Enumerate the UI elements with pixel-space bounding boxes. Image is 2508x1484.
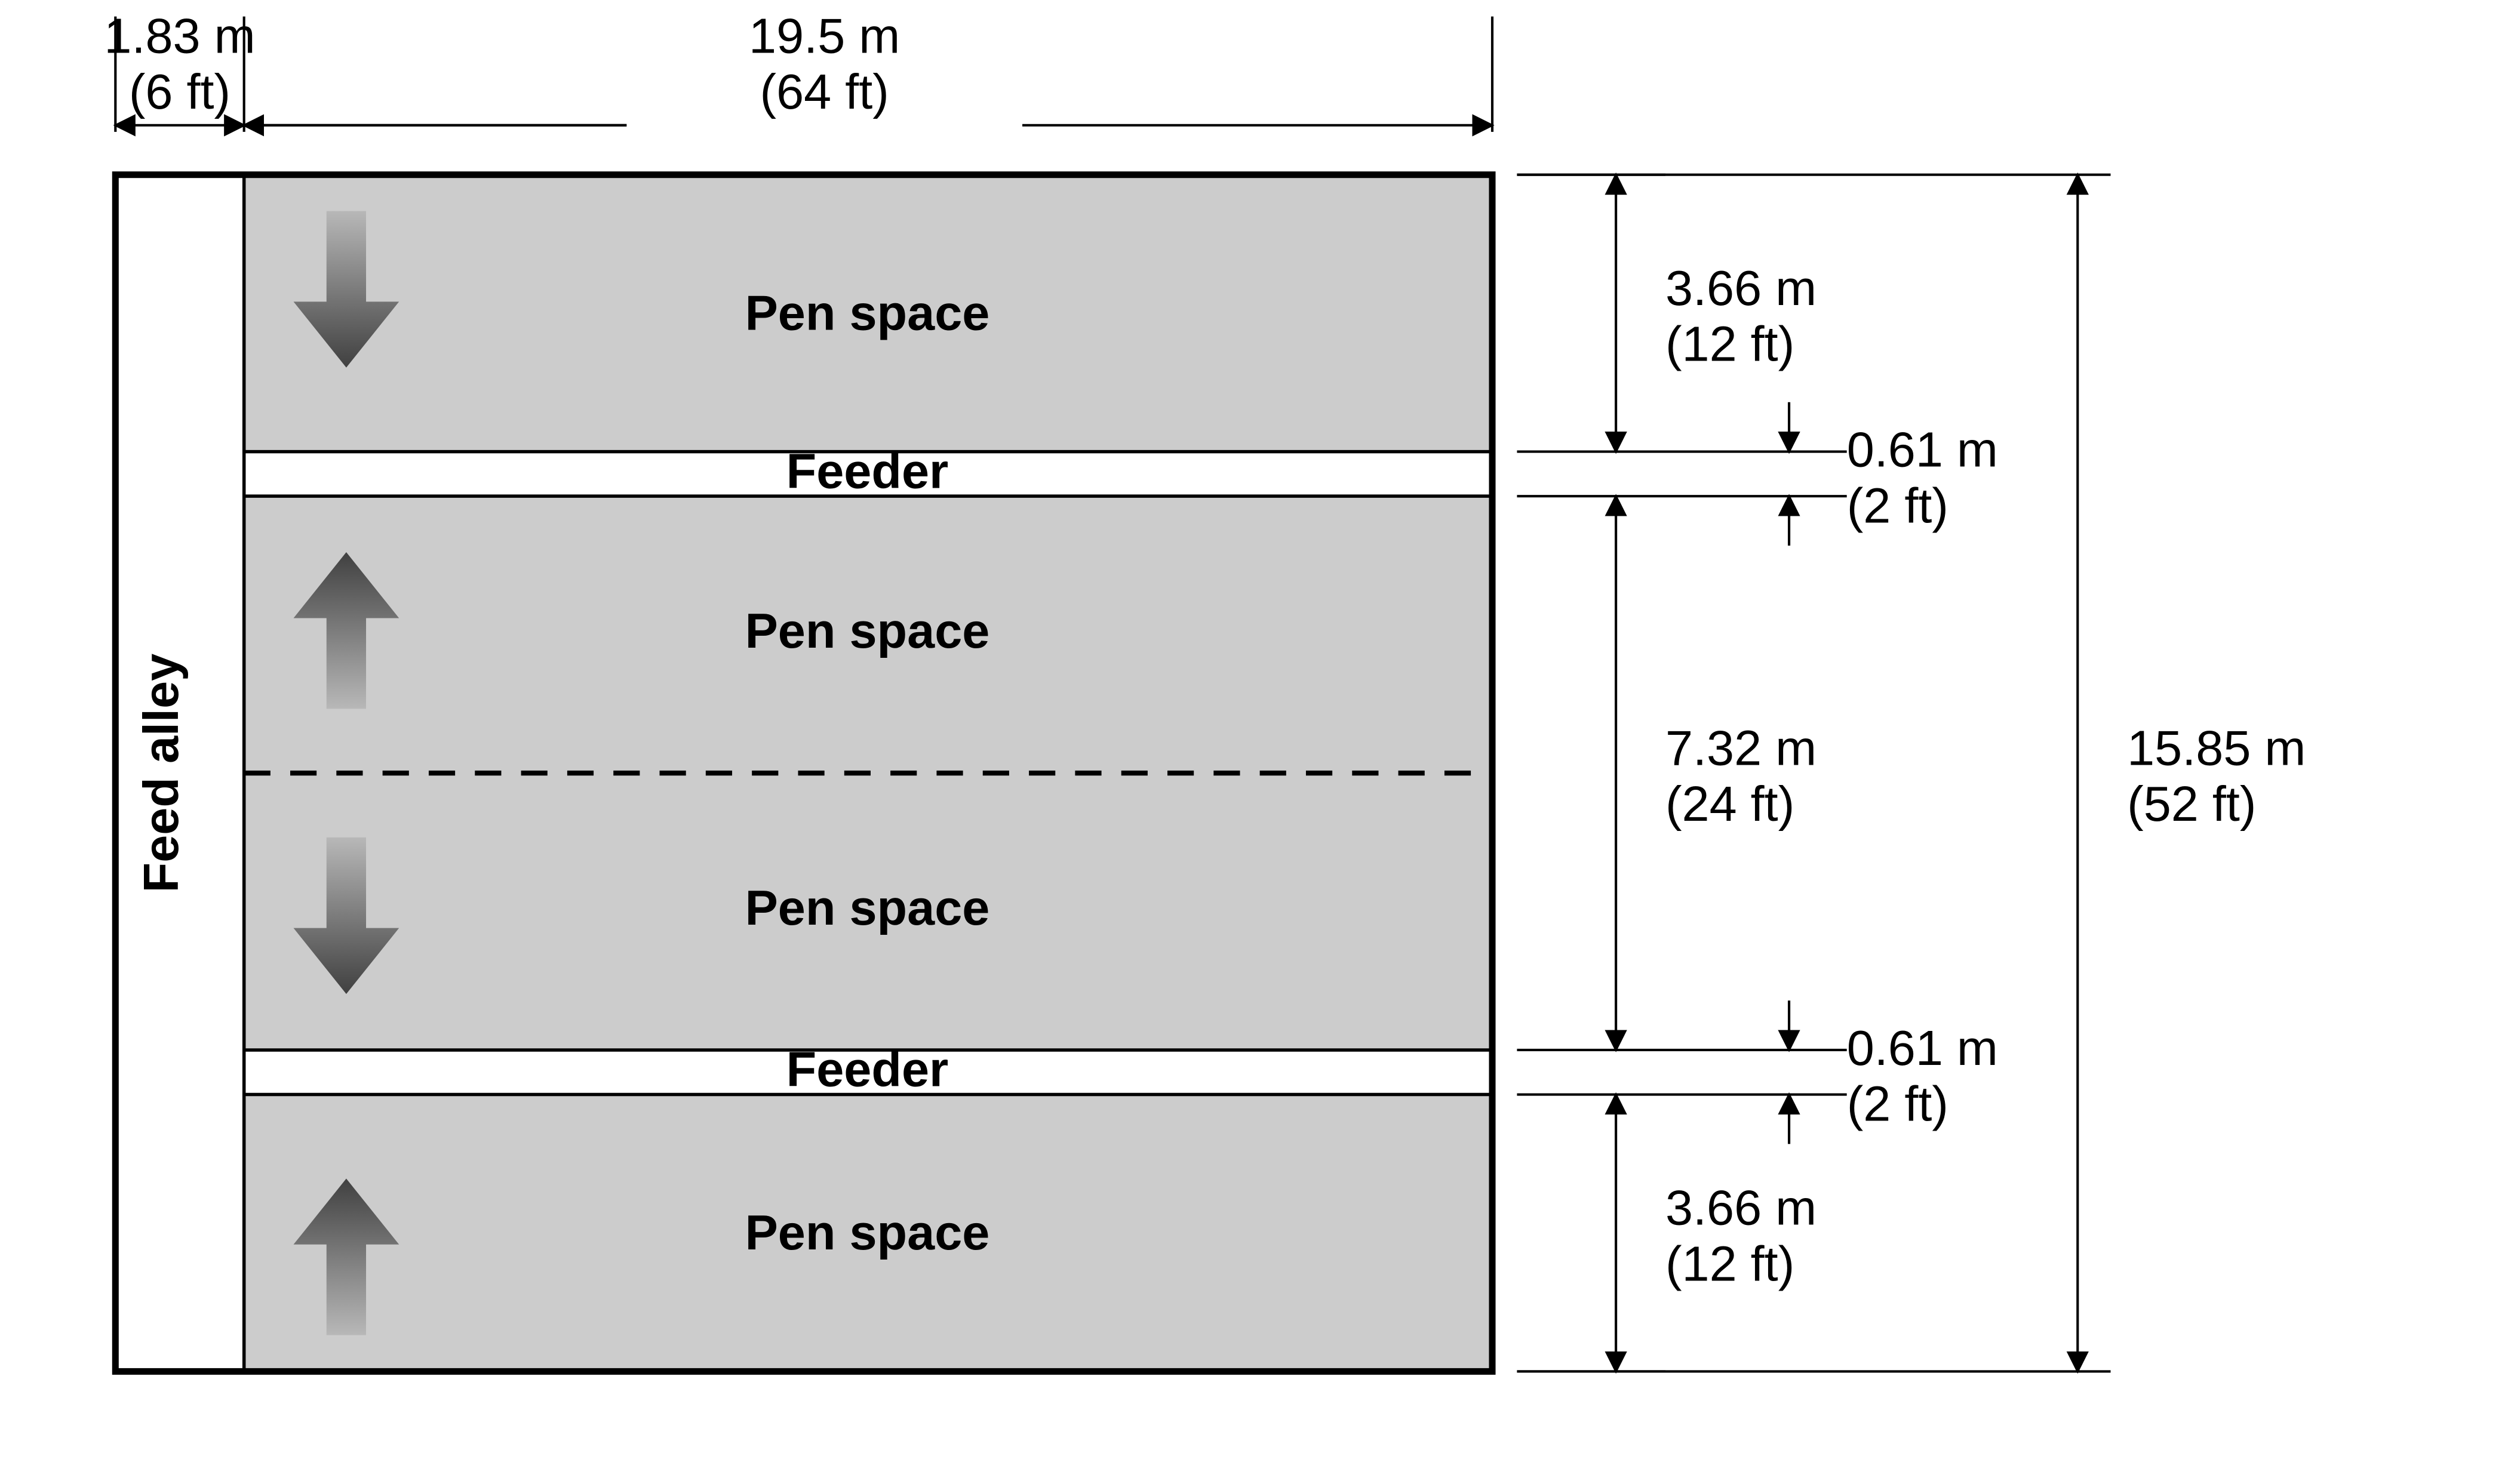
dim-alley-m: 1.83 m: [104, 8, 255, 63]
dim-feeder2-m: 0.61 m: [1847, 1020, 1998, 1076]
dim-pen1-m: 3.66 m: [1665, 260, 1817, 316]
dim-total-m: 15.85 m: [2127, 720, 2306, 775]
dim-total-ft: (52 ft): [2127, 776, 2256, 832]
feeder-label-2: Feeder: [786, 1042, 949, 1097]
pen-space-label-2: Pen space: [745, 603, 990, 658]
dim-right-inner: 3.66 m (12 ft) 0.61 m (2 ft) 7.32 m (24 …: [1517, 175, 1997, 1372]
pen-space-label-4: Pen space: [745, 1205, 990, 1260]
dim-mid-m: 7.32 m: [1665, 720, 1817, 775]
dim-pen4-ft: (12 ft): [1665, 1236, 1794, 1292]
dim-pen4-m: 3.66 m: [1665, 1180, 1817, 1236]
dim-right-total: 15.85 m (52 ft): [1517, 175, 2306, 1372]
dim-feeder1-ft: (2 ft): [1847, 478, 1948, 533]
pen-space-label-3: Pen space: [745, 880, 990, 935]
dim-width-m: 19.5 m: [749, 8, 900, 63]
feed-alley-label: Feed alley: [133, 654, 189, 893]
feeder-label-1: Feeder: [786, 443, 949, 498]
dim-feeder2-ft: (2 ft): [1847, 1076, 1948, 1132]
dim-pen1-ft: (12 ft): [1665, 316, 1794, 372]
dim-alley-ft: (6 ft): [129, 64, 230, 119]
pen-space-label-1: Pen space: [745, 285, 990, 340]
barn-layout-diagram: Feed alley Pen space Pen space Pen space…: [0, 0, 2508, 1483]
dim-width-ft: (64 ft): [760, 64, 889, 119]
dim-mid-ft: (24 ft): [1665, 776, 1794, 832]
dim-feeder1-m: 0.61 m: [1847, 421, 1998, 477]
